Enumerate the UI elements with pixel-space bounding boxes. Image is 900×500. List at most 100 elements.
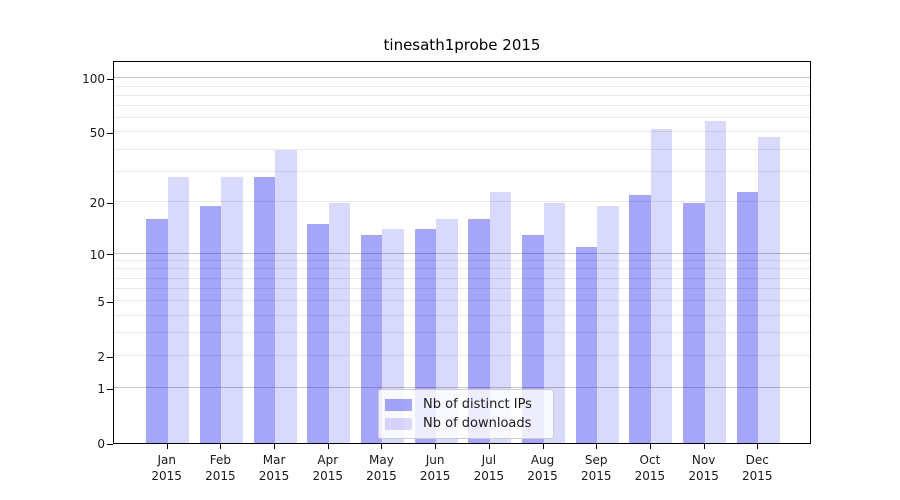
bar xyxy=(736,191,759,443)
gridline-minor xyxy=(114,201,810,203)
gridline-minor xyxy=(114,94,810,96)
y-tick-label: 1 xyxy=(97,382,105,397)
bar xyxy=(489,191,512,443)
gridline-minor xyxy=(114,85,810,87)
bar xyxy=(543,202,565,443)
y-tick-label: 100 xyxy=(82,72,105,87)
x-tick-label: Oct 2015 xyxy=(618,452,682,484)
legend-item-label: Nb of distinct IPs xyxy=(423,397,532,412)
x-tick-mark xyxy=(757,444,759,449)
x-tick-label: Mar 2015 xyxy=(242,452,306,484)
x-tick-label: Feb 2015 xyxy=(188,452,252,484)
x-tick-label-line: Aug xyxy=(530,453,555,467)
bar xyxy=(307,224,329,443)
x-tick-label-line: Nov xyxy=(691,453,716,467)
y-tick-label: 20 xyxy=(89,196,105,211)
bar xyxy=(167,177,190,443)
x-tick-label: Sep 2015 xyxy=(564,452,628,484)
y-tick-mark xyxy=(107,202,113,204)
x-tick-mark xyxy=(166,444,168,449)
bar xyxy=(704,120,727,443)
gridline-major xyxy=(114,77,810,79)
gridline-minor xyxy=(114,117,810,119)
x-tick-mark xyxy=(542,444,544,449)
x-tick-label-line: Sep xyxy=(584,453,608,467)
x-tick-mark xyxy=(327,444,329,449)
x-tick-label: May 2015 xyxy=(349,452,413,484)
gridline-minor xyxy=(114,170,810,172)
gridline-minor xyxy=(114,131,810,133)
x-tick-label-line: Dec xyxy=(745,453,769,467)
gridline-major xyxy=(114,252,810,254)
legend-item: Nb of downloads xyxy=(385,414,545,433)
legend-rows: Nb of distinct IPs Nb of downloads xyxy=(385,395,545,433)
x-tick-label: Nov 2015 xyxy=(672,452,736,484)
x-tick-label: Jan 2015 xyxy=(135,452,199,484)
y-tick-mark xyxy=(107,443,113,445)
y-tick-mark xyxy=(107,388,113,390)
legend-swatch xyxy=(385,398,412,411)
legend-item: Nb of distinct IPs xyxy=(385,395,545,414)
x-tick-label-line: Feb xyxy=(209,453,231,467)
x-tick-label-line: 2015 xyxy=(688,469,719,483)
x-tick-label: Dec 2015 xyxy=(725,452,789,484)
bar xyxy=(221,177,243,443)
legend-swatch xyxy=(385,417,412,430)
y-tick-mark xyxy=(107,254,113,256)
bar xyxy=(650,129,673,443)
gridline-minor xyxy=(114,355,810,357)
x-tick-mark xyxy=(435,444,437,449)
y-tick-mark xyxy=(107,78,113,80)
gridline-major xyxy=(114,387,810,389)
x-tick-mark xyxy=(220,444,222,449)
legend: Nb of distinct IPs Nb of downloads xyxy=(378,389,554,439)
y-tick-label: 50 xyxy=(89,126,105,141)
chart-title: tinesath1probe 2015 xyxy=(383,36,541,54)
x-tick-label-line: 2015 xyxy=(419,469,451,483)
x-tick-mark xyxy=(703,444,705,449)
y-tick-label: 0 xyxy=(97,437,105,451)
y-tick-label: 2 xyxy=(97,350,105,365)
x-tick-label-line: 2015 xyxy=(580,469,612,483)
x-tick-mark xyxy=(274,444,276,449)
x-tick-label-line: Oct xyxy=(639,453,661,467)
plot-area xyxy=(113,61,811,444)
bar xyxy=(629,195,651,443)
x-tick-label-line: Apr xyxy=(317,453,339,467)
x-tick-label-line: 2015 xyxy=(742,469,773,483)
bar xyxy=(575,246,598,443)
x-tick-label: Jul 2015 xyxy=(457,452,521,484)
x-tick-label: Jun 2015 xyxy=(403,452,467,484)
x-tick-label-line: May xyxy=(369,453,394,467)
bar xyxy=(360,234,383,443)
gridline-minor xyxy=(114,300,810,302)
bar xyxy=(328,202,351,443)
y-tick-mark xyxy=(107,356,113,358)
gridline-minor xyxy=(114,268,810,270)
x-tick-label-line: 2015 xyxy=(258,469,290,483)
gridline-minor xyxy=(114,314,810,316)
x-tick-label-line: 2015 xyxy=(473,469,505,483)
x-tick-label-line: 2015 xyxy=(527,469,558,483)
x-tick-label-line: 2015 xyxy=(205,469,236,483)
gridline-minor xyxy=(114,288,810,290)
x-tick-label: Aug 2015 xyxy=(511,452,575,484)
x-tick-mark xyxy=(381,444,383,449)
bar xyxy=(253,177,276,443)
x-tick-mark xyxy=(488,444,490,449)
bar xyxy=(597,206,619,443)
x-tick-label-line: Jun xyxy=(425,453,445,467)
bar xyxy=(468,219,490,443)
x-tick-label-line: 2015 xyxy=(634,469,666,483)
gridline-minor xyxy=(114,105,810,107)
x-tick-label-line: 2015 xyxy=(366,469,397,483)
y-tick-mark xyxy=(107,132,113,134)
gridline-minor xyxy=(114,148,810,150)
y-tick-label: 5 xyxy=(97,295,105,310)
gridline-minor xyxy=(114,277,810,279)
x-tick-label-line: Jan xyxy=(157,453,176,467)
x-tick-label: Apr 2015 xyxy=(296,452,360,484)
x-tick-label-line: Jul xyxy=(481,453,497,467)
gridline-minor xyxy=(114,332,810,334)
